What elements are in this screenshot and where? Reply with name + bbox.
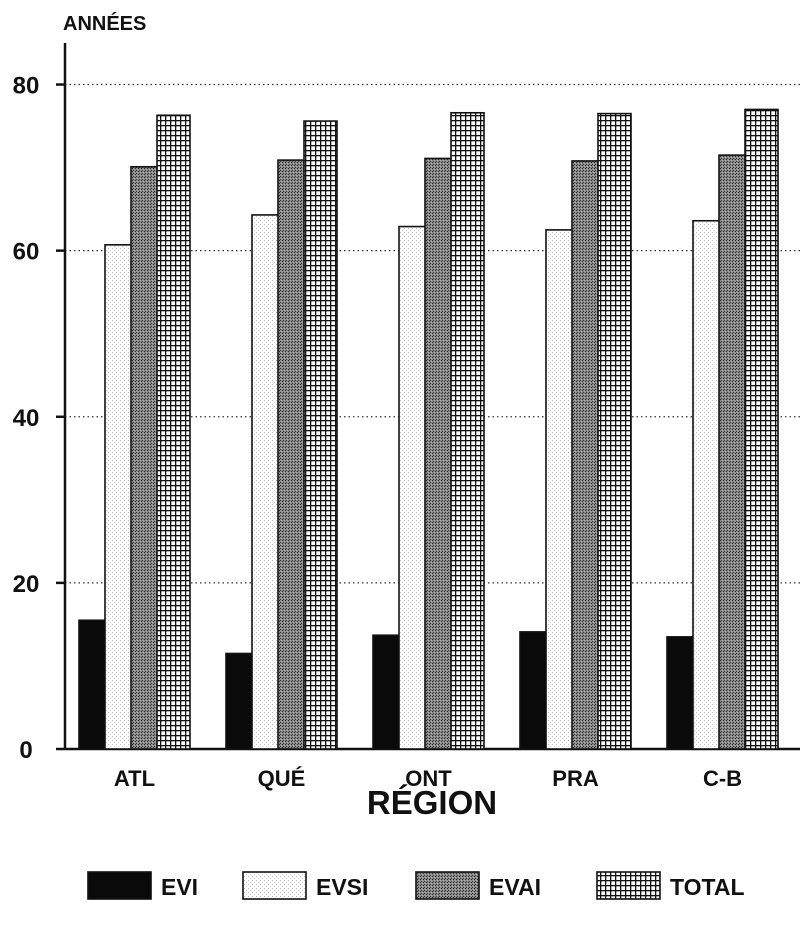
legend-swatch-total (596, 871, 661, 900)
bar-total-qué (303, 120, 338, 750)
y-tick-label: 0 (19, 737, 32, 764)
x-tick-label: QUÉ (258, 766, 306, 791)
legend-label-evsi: EVSI (316, 874, 368, 900)
x-tick-label: ONT (405, 766, 452, 791)
legend-label-evi: EVI (161, 874, 198, 900)
legend: EVI EVSI EVAI TOTAL (87, 871, 745, 900)
x-tick-label: ATL (114, 766, 155, 791)
x-tick-label: C-B (703, 766, 742, 791)
x-tick-label: PRA (552, 766, 599, 791)
y-tick-label: 60 (13, 239, 40, 266)
y-tick-label: 20 (13, 571, 40, 598)
bar-total-atl (156, 114, 191, 750)
bar-total-c-b (744, 108, 779, 750)
bars (78, 108, 779, 750)
x-tick-labels: ATL QUÉ ONT PRA C-B (114, 766, 742, 791)
legend-swatch-evsi (242, 871, 307, 900)
legend-label-total: TOTAL (670, 874, 745, 900)
bar-total-ont (450, 111, 485, 750)
y-tick-label: 80 (13, 73, 40, 100)
y-tick-label: 40 (13, 405, 40, 432)
x-axis-title: RÉGION (367, 784, 497, 821)
legend-swatch-evai (415, 871, 480, 900)
y-axis-title: ANNÉES (63, 12, 146, 35)
y-tick-labels: 0 20 40 60 80 (13, 73, 65, 764)
legend-label-evai: EVAI (489, 874, 541, 900)
legend-swatch-evi (87, 871, 152, 900)
bar-total-pra (597, 112, 632, 750)
